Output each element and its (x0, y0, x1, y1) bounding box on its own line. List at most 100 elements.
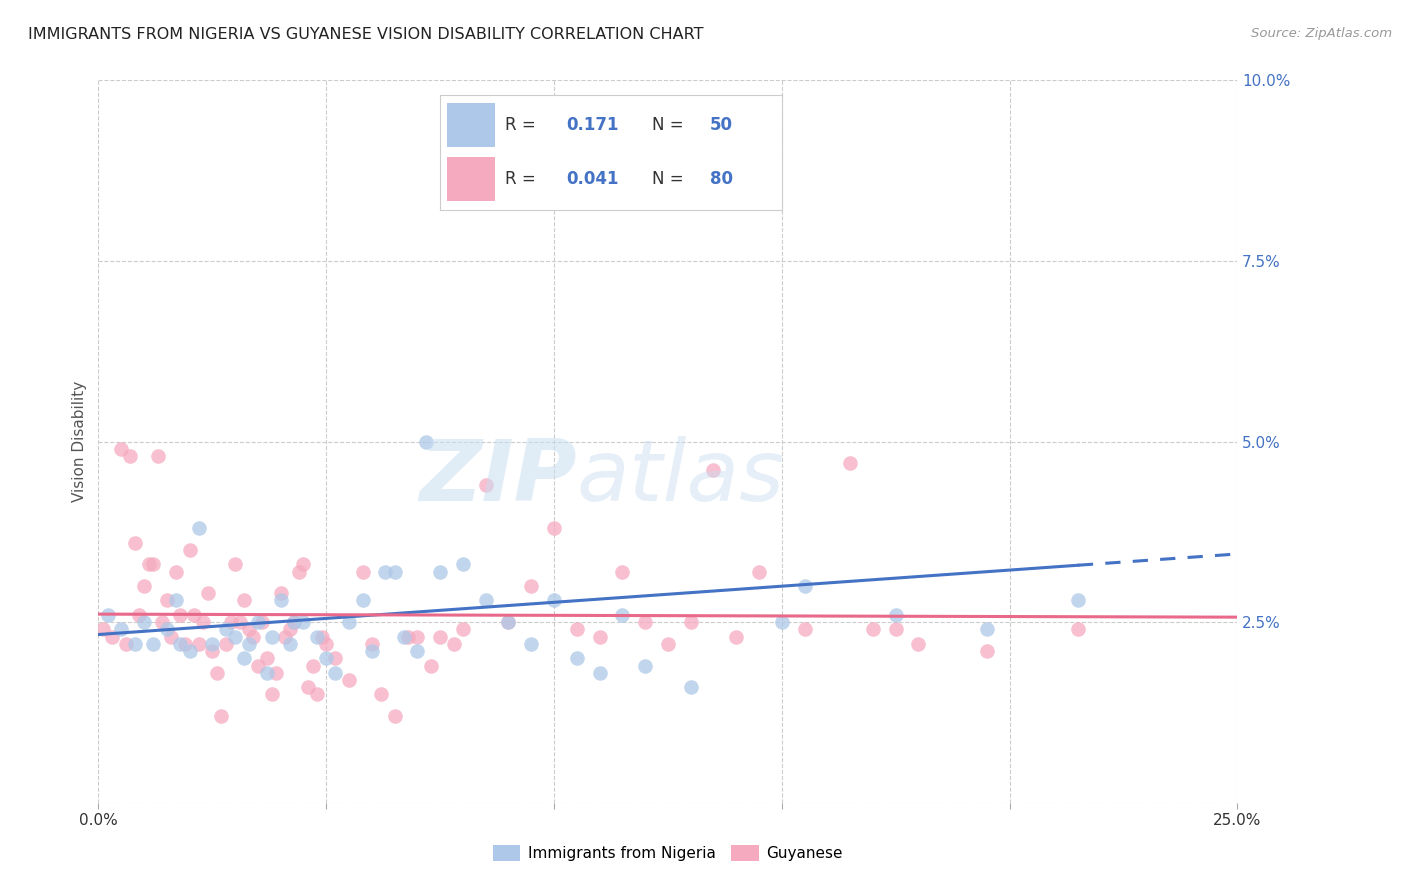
Y-axis label: Vision Disability: Vision Disability (72, 381, 87, 502)
Point (96, 607, 118, 622)
Point (543, 593, 565, 607)
Point (142, 637, 165, 651)
Point (1067, 623, 1090, 637)
Point (748, 565, 770, 579)
Point (612, 607, 634, 622)
Point (565, 623, 588, 637)
Point (288, 565, 311, 579)
Point (110, 623, 132, 637)
Point (396, 630, 419, 644)
Point (884, 607, 907, 622)
Point (384, 709, 406, 723)
Point (228, 615, 250, 630)
Point (976, 623, 998, 637)
Point (301, 658, 323, 673)
Point (128, 607, 150, 622)
Point (246, 658, 269, 673)
Point (793, 623, 815, 637)
Point (323, 651, 346, 665)
Point (233, 593, 256, 607)
Point (884, 623, 907, 637)
Point (138, 558, 160, 572)
Point (392, 630, 415, 644)
Point (146, 449, 169, 463)
Point (292, 615, 315, 630)
Point (270, 586, 292, 600)
Point (292, 558, 315, 572)
Point (165, 565, 187, 579)
Point (219, 615, 242, 630)
Point (337, 673, 360, 687)
Point (307, 687, 329, 701)
Point (702, 463, 724, 477)
Point (215, 637, 238, 651)
Point (132, 579, 155, 593)
Point (256, 665, 278, 680)
Point (205, 665, 228, 680)
Point (520, 637, 543, 651)
Point (101, 630, 124, 644)
Point (156, 623, 179, 637)
Point (679, 680, 702, 694)
Point (406, 644, 429, 658)
Point (283, 615, 305, 630)
Point (209, 709, 232, 723)
Point (169, 637, 191, 651)
Point (311, 630, 333, 644)
Point (588, 630, 610, 644)
Point (120, 449, 142, 463)
Point (252, 615, 274, 630)
Point (474, 478, 496, 492)
Point (124, 637, 146, 651)
Point (187, 637, 209, 651)
Point (352, 593, 374, 607)
Point (451, 623, 474, 637)
Point (165, 593, 187, 607)
Point (233, 651, 256, 665)
Point (360, 644, 382, 658)
Point (337, 615, 360, 630)
Point (278, 637, 301, 651)
Text: ZIP: ZIP (419, 436, 576, 519)
Point (270, 593, 292, 607)
Point (565, 651, 588, 665)
Point (114, 637, 136, 651)
Point (215, 623, 238, 637)
Point (420, 658, 443, 673)
Point (374, 565, 396, 579)
Point (634, 615, 657, 630)
Point (323, 665, 346, 680)
Point (201, 644, 224, 658)
Point (260, 630, 283, 644)
Point (474, 593, 496, 607)
Point (793, 579, 815, 593)
Point (406, 630, 429, 644)
Point (238, 623, 260, 637)
Point (612, 565, 634, 579)
Point (429, 630, 451, 644)
Point (415, 434, 437, 449)
Point (142, 558, 165, 572)
Point (242, 630, 264, 644)
Point (429, 565, 451, 579)
Text: IMMIGRANTS FROM NIGERIA VS GUYANESE VISION DISABILITY CORRELATION CHART: IMMIGRANTS FROM NIGERIA VS GUYANESE VISI… (28, 27, 703, 42)
Point (201, 637, 224, 651)
Point (297, 680, 319, 694)
Point (443, 637, 465, 651)
Point (224, 630, 246, 644)
Point (520, 579, 543, 593)
Point (543, 521, 565, 535)
Point (197, 586, 219, 600)
Point (124, 535, 146, 549)
Text: atlas: atlas (576, 436, 785, 519)
Point (679, 615, 702, 630)
Point (256, 651, 278, 665)
Point (156, 593, 179, 607)
Point (150, 615, 173, 630)
Point (976, 644, 998, 658)
Point (588, 665, 610, 680)
Point (260, 687, 283, 701)
Point (498, 615, 520, 630)
Point (132, 615, 155, 630)
Point (169, 607, 191, 622)
